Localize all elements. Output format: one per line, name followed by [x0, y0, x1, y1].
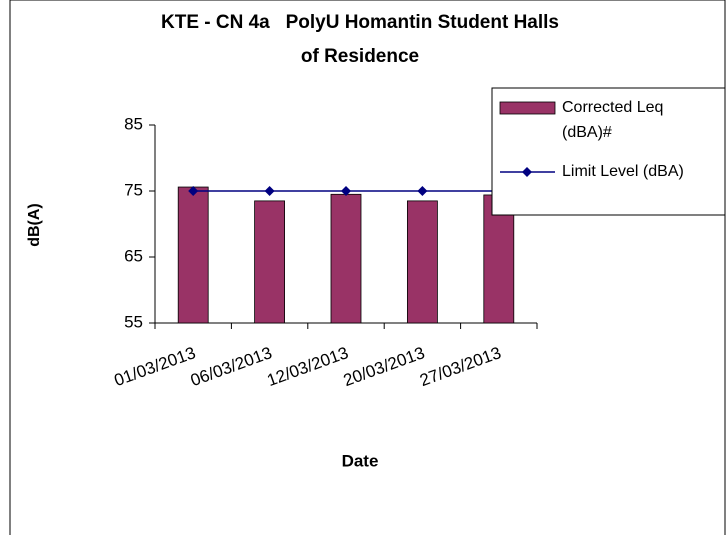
legend-entry: Corrected Leq (dBA)#	[562, 99, 664, 141]
y-tick-label: 75	[124, 180, 143, 199]
legend-label: Limit Level (dBA)	[562, 163, 684, 180]
line-marker	[188, 186, 199, 196]
bar	[483, 194, 515, 324]
line-marker	[341, 186, 351, 196]
y-tick-label: 55	[124, 312, 143, 331]
x-axis-title: Date	[342, 451, 379, 470]
y-tick-label: 65	[124, 246, 143, 265]
chart-title: KTE - CN 4a PolyU Homantin Student Halls…	[161, 12, 565, 67]
bar	[330, 193, 362, 324]
line-marker	[417, 186, 428, 196]
bar	[406, 200, 438, 324]
y-axis-title: dB(A)	[26, 203, 43, 247]
title-box: KTE - CN 4a PolyU Homantin Student Halls…	[161, 12, 565, 67]
legend-label: Corrected Leq (dBA)#	[562, 99, 664, 141]
legend-marker	[522, 167, 532, 177]
legend-entry: Limit Level (dBA)	[562, 163, 684, 180]
legend-swatch	[499, 101, 556, 115]
bar	[254, 200, 286, 324]
bar	[177, 186, 209, 324]
y-tick-label: 85	[124, 114, 143, 133]
line-marker	[264, 186, 275, 196]
